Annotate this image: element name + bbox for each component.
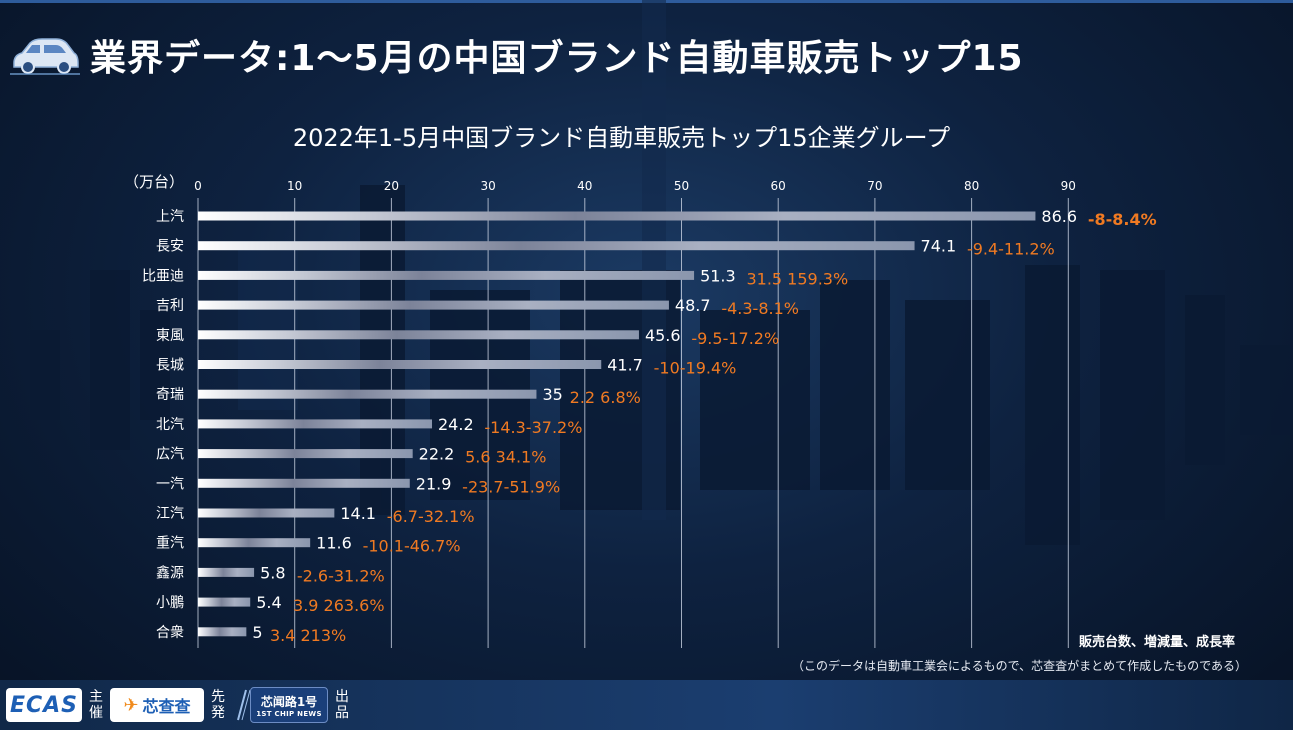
change-label: -23.7-51.9% (462, 477, 560, 496)
category-label: 上汽 (156, 209, 184, 225)
x-tick-label: 80 (964, 179, 979, 193)
bar (198, 330, 639, 340)
bar (198, 389, 537, 399)
bar (198, 567, 255, 577)
value-label: 41.7 (607, 356, 643, 375)
chart-title: 2022年1-5月中国ブランド自動車販売トップ15企業グループ (292, 124, 951, 152)
category-label: 長安 (156, 239, 184, 255)
value-label: 22.2 (419, 445, 455, 464)
x-tick-label: 10 (287, 179, 302, 193)
page-title: 業界データ:1～5月の中国ブランド自動車販売トップ15 (90, 38, 1024, 79)
value-label: 5 (252, 623, 262, 642)
category-label: 江汽 (156, 506, 184, 522)
value-label: 86.6 (1041, 207, 1077, 226)
bar (198, 270, 695, 280)
value-label: 24.2 (438, 415, 474, 434)
bar (198, 627, 247, 637)
change-label: 2.2 6.8% (570, 388, 641, 407)
source-note: （このデータは自動車工業会によるもので、芯查査がまとめて作成したものである） (791, 659, 1247, 673)
value-label: 14.1 (340, 504, 376, 523)
category-label: 長城 (156, 358, 184, 374)
category-label: 一汽 (156, 476, 184, 492)
value-label: 48.7 (675, 296, 711, 315)
category-label: 広汽 (156, 447, 184, 463)
x-tick-label: 60 (771, 179, 786, 193)
category-label: 合衆 (156, 625, 184, 641)
x-tick-label: 90 (1061, 179, 1076, 193)
bar (198, 538, 311, 548)
legend-note: 販売台数、増減量、成長率 (1079, 635, 1236, 650)
change-label: -14.3-37.2% (484, 418, 582, 437)
bar (198, 241, 915, 251)
bar (198, 211, 1036, 221)
category-label: 東風 (156, 328, 184, 344)
x-tick-label: 50 (674, 179, 689, 193)
role-launch-label: 先発 (211, 689, 225, 721)
category-label: 小鵬 (156, 595, 184, 611)
category-label: 重汽 (156, 536, 184, 552)
change-label: -8-8.4% (1088, 210, 1157, 229)
slash-divider-icon (237, 689, 250, 721)
page-header: 業界データ:1～5月の中国ブランド自動車販売トップ15 (8, 30, 1024, 80)
car-icon (10, 38, 80, 75)
x-tick-label: 70 (867, 179, 882, 193)
bar (198, 597, 251, 607)
x-tick-label: 20 (384, 179, 399, 193)
change-label: 5.6 34.1% (465, 448, 546, 467)
x-tick-label: 30 (480, 179, 495, 193)
change-label: -10.1-46.7% (363, 537, 461, 556)
x-tick-label: 40 (577, 179, 592, 193)
bar (198, 300, 669, 310)
category-label: 奇瑞 (156, 386, 184, 403)
bar (198, 478, 410, 488)
bar (198, 449, 413, 459)
value-label: 35 (542, 385, 562, 404)
bar-chart: （万台） 0 10 20 30 40 50 60 70 80 90 上汽 86.6 -8-8.4% 長安… (124, 173, 1157, 648)
value-label: 74.1 (921, 237, 957, 256)
footer-bar: ECAS 主催 ✈ 芯查查 先発 芯闻路1号 1ST CHIP NEWS 出品 (0, 680, 1293, 730)
value-label: 5.8 (260, 563, 285, 582)
chip-news-logo: 芯闻路1号 1ST CHIP NEWS (250, 687, 328, 723)
category-label: 鑫源 (156, 564, 184, 581)
category-label: 比亜迪 (142, 268, 184, 284)
change-label: -6.7-32.1% (387, 507, 475, 526)
change-label: 3.4 213% (270, 626, 346, 645)
x-tick-label: 0 (194, 179, 202, 193)
value-label: 11.6 (316, 534, 352, 553)
change-label: 3.9 263.6% (293, 596, 385, 615)
change-label: -9.4-11.2% (967, 240, 1055, 259)
category-label: 吉利 (156, 298, 184, 314)
change-label: -2.6-31.2% (297, 566, 385, 585)
value-label: 5.4 (256, 593, 281, 612)
role-host-label: 主催 (89, 689, 103, 721)
role-produce-label: 出品 (335, 689, 349, 721)
xinchacha-mark-icon: ✈ (123, 694, 139, 716)
axis-unit-label: （万台） (124, 173, 184, 191)
value-label: 51.3 (700, 266, 736, 285)
change-label: -9.5-17.2% (691, 329, 779, 348)
xinchacha-logo: ✈ 芯查查 (110, 688, 204, 722)
change-label: -4.3-8.1% (721, 299, 799, 318)
value-label: 21.9 (416, 474, 452, 493)
change-label: -10-19.4% (654, 359, 737, 378)
bar (198, 360, 602, 369)
bar (198, 419, 433, 429)
change-label: 31.5 159.3% (746, 269, 848, 288)
ecas-logo: ECAS (6, 688, 82, 722)
value-label: 45.6 (645, 326, 681, 345)
bar (198, 508, 335, 518)
category-label: 北汽 (156, 417, 184, 433)
